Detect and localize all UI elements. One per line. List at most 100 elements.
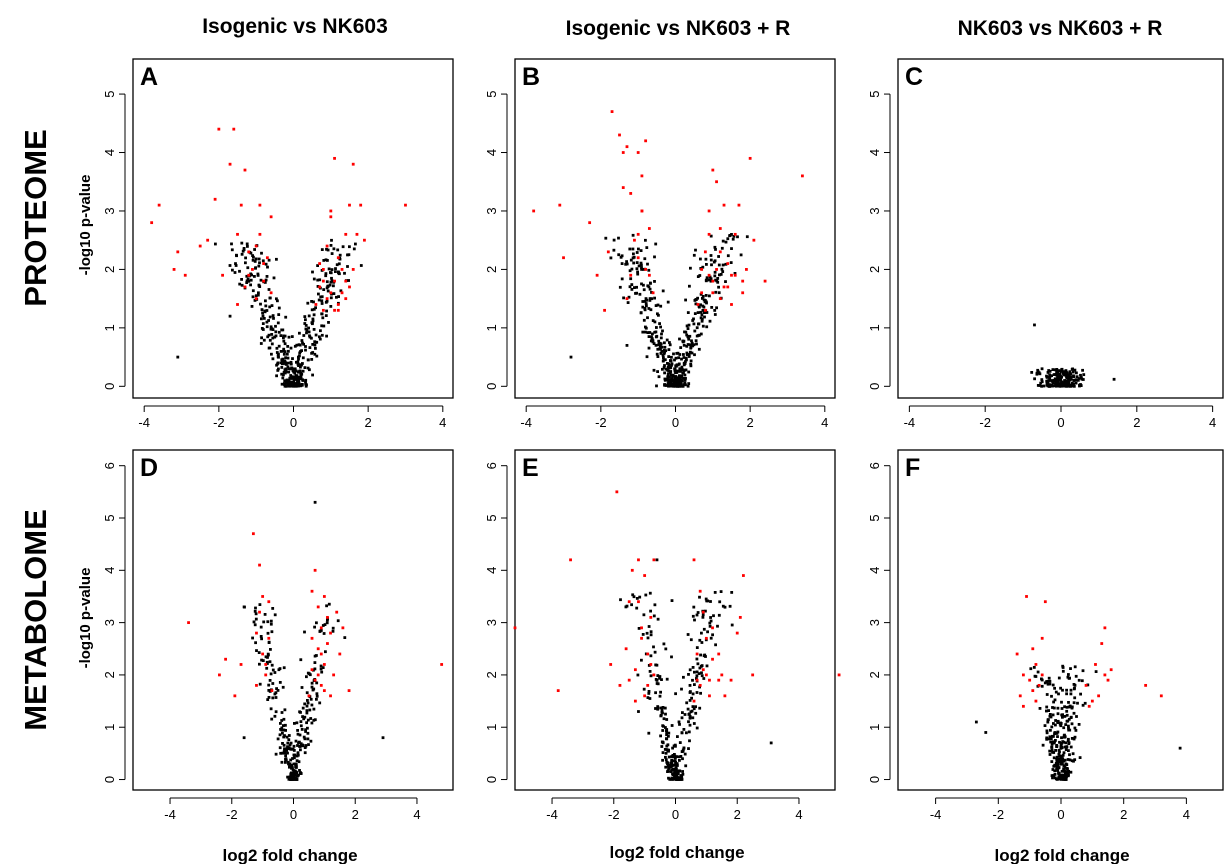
data-point-nonsignificant xyxy=(709,234,713,238)
data-point-significant xyxy=(1103,626,1107,630)
data-point-nonsignificant xyxy=(271,314,275,317)
data-point-nonsignificant xyxy=(681,711,684,714)
data-point-nonsignificant xyxy=(665,748,669,751)
data-point-nonsignificant xyxy=(673,376,677,380)
data-point-nonsignificant xyxy=(644,652,648,656)
data-point-nonsignificant xyxy=(654,707,657,710)
data-point-nonsignificant xyxy=(656,312,659,316)
data-point-nonsignificant xyxy=(643,257,647,261)
data-point-nonsignificant xyxy=(1068,728,1072,732)
data-point-nonsignificant xyxy=(696,662,700,666)
data-point-nonsignificant xyxy=(1049,384,1053,388)
data-point-nonsignificant xyxy=(656,347,660,351)
data-point-nonsignificant xyxy=(325,621,329,625)
data-point-nonsignificant xyxy=(283,708,287,712)
data-point-nonsignificant xyxy=(673,753,676,756)
data-point-nonsignificant xyxy=(289,375,293,379)
data-point-nonsignificant xyxy=(664,755,667,759)
data-point-nonsignificant xyxy=(268,305,272,309)
data-point-nonsignificant xyxy=(251,295,255,299)
data-point-nonsignificant xyxy=(1037,371,1041,374)
data-point-nonsignificant xyxy=(684,368,688,372)
data-point-nonsignificant xyxy=(665,728,669,731)
data-point-nonsignificant xyxy=(1064,770,1068,773)
data-point-nonsignificant xyxy=(281,362,284,366)
data-point-nonsignificant xyxy=(686,335,690,339)
data-point-nonsignificant xyxy=(299,742,303,746)
data-point-significant xyxy=(627,600,631,604)
data-point-nonsignificant xyxy=(1071,383,1075,387)
data-point-significant xyxy=(742,574,745,577)
data-point-nonsignificant xyxy=(296,729,299,732)
data-point-nonsignificant xyxy=(1069,716,1073,719)
data-point-nonsignificant xyxy=(711,633,714,637)
data-point-nonsignificant xyxy=(713,270,717,274)
data-point-nonsignificant xyxy=(1069,667,1072,670)
plot-frame xyxy=(514,58,836,399)
data-point-significant xyxy=(1106,678,1110,682)
data-point-nonsignificant xyxy=(1067,724,1070,728)
data-point-nonsignificant xyxy=(268,338,272,342)
data-point-nonsignificant xyxy=(678,769,682,773)
data-point-nonsignificant xyxy=(275,297,278,301)
data-point-nonsignificant xyxy=(347,253,351,257)
data-point-nonsignificant xyxy=(283,379,287,383)
data-point-significant xyxy=(318,262,322,265)
y-tick-label: 4 xyxy=(867,567,882,574)
data-point-nonsignificant xyxy=(284,362,288,366)
data-point-nonsignificant xyxy=(245,281,249,284)
data-point-nonsignificant xyxy=(255,649,258,652)
data-point-nonsignificant xyxy=(1072,711,1076,715)
data-point-nonsignificant xyxy=(316,264,319,267)
panel-letter: D xyxy=(140,454,158,482)
x-tick-label: -4 xyxy=(904,415,916,430)
data-point-nonsignificant xyxy=(305,331,308,335)
data-point-nonsignificant xyxy=(293,722,296,725)
data-point-nonsignificant xyxy=(1065,705,1069,709)
data-point-nonsignificant xyxy=(1049,715,1053,719)
data-point-nonsignificant xyxy=(254,641,257,645)
data-point-nonsignificant xyxy=(1059,721,1062,725)
data-point-nonsignificant xyxy=(680,384,683,388)
data-point-nonsignificant xyxy=(672,763,676,767)
data-point-nonsignificant xyxy=(323,623,327,626)
data-point-nonsignificant xyxy=(295,754,299,758)
data-point-nonsignificant xyxy=(1064,723,1068,726)
data-point-nonsignificant xyxy=(632,261,636,265)
data-point-nonsignificant xyxy=(649,609,652,613)
data-point-nonsignificant xyxy=(304,378,308,382)
data-point-nonsignificant xyxy=(649,308,653,312)
data-point-nonsignificant xyxy=(721,270,725,273)
data-point-nonsignificant xyxy=(657,375,661,379)
data-point-nonsignificant xyxy=(681,379,684,383)
data-point-nonsignificant xyxy=(1035,372,1039,376)
data-point-nonsignificant xyxy=(1067,769,1070,773)
y-tick-label: 0 xyxy=(484,776,499,783)
data-point-nonsignificant xyxy=(1075,715,1078,718)
data-point-nonsignificant xyxy=(254,257,258,261)
data-point-nonsignificant xyxy=(689,350,692,354)
data-point-nonsignificant xyxy=(271,696,275,700)
data-point-nonsignificant xyxy=(647,346,651,350)
data-point-significant xyxy=(269,291,273,295)
data-point-nonsignificant xyxy=(654,304,658,307)
data-point-nonsignificant xyxy=(313,667,317,671)
data-point-nonsignificant xyxy=(325,334,328,338)
data-point-significant xyxy=(532,209,536,213)
data-point-nonsignificant xyxy=(670,764,674,768)
data-point-nonsignificant xyxy=(1051,706,1054,709)
data-point-significant xyxy=(1015,652,1019,656)
data-point-nonsignificant xyxy=(266,656,269,659)
data-point-nonsignificant xyxy=(667,355,671,358)
data-point-nonsignificant xyxy=(689,690,692,693)
data-point-nonsignificant xyxy=(681,368,684,371)
data-point-significant xyxy=(236,232,239,236)
data-point-nonsignificant xyxy=(286,760,290,764)
data-point-nonsignificant xyxy=(1074,378,1078,382)
data-point-significant xyxy=(837,673,841,677)
data-point-significant xyxy=(172,268,176,271)
data-point-nonsignificant xyxy=(692,605,696,609)
data-point-nonsignificant xyxy=(381,736,385,740)
data-point-significant xyxy=(316,647,320,651)
data-point-nonsignificant xyxy=(658,676,661,680)
